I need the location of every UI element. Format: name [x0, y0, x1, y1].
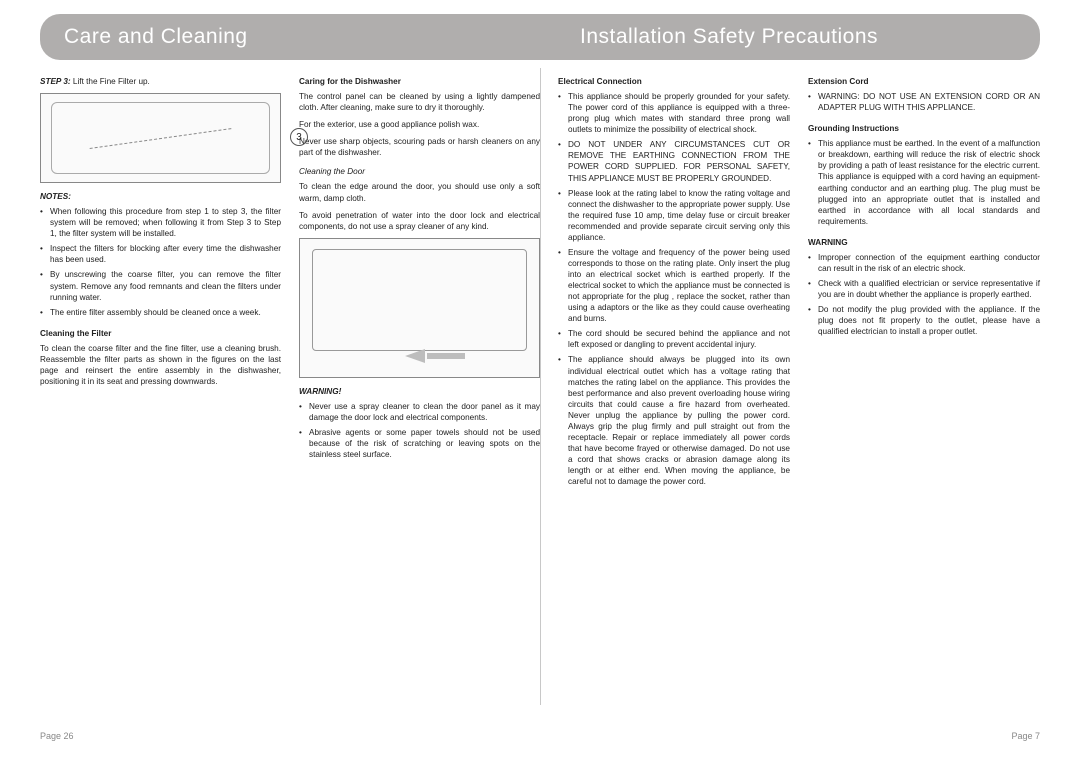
page-left: STEP 3: Lift the Fine Filter up. 3 NOTES… — [40, 76, 540, 495]
warning2-heading: WARNING — [808, 237, 1040, 248]
cleaning-filter-body: To clean the coarse filter and the fine … — [40, 343, 281, 387]
list-item: Improper connection of the equipment ear… — [808, 252, 1040, 274]
list-item: The entire filter assembly should be cle… — [40, 307, 281, 318]
extension-cord-heading: Extension Cord — [808, 76, 1040, 87]
list-item: Check with a qualified electrician or se… — [808, 278, 1040, 300]
warning-heading: WARNING! — [299, 386, 540, 397]
list-item: DO NOT UNDER ANY CIRCUMSTANCES CUT OR RE… — [558, 139, 790, 183]
list-item: By unscrewing the coarse filter, you can… — [40, 269, 281, 302]
cleaning-filter-heading: Cleaning the Filter — [40, 328, 281, 339]
list-item: The appliance should always be plugged i… — [558, 354, 790, 487]
caring-p3: Never use sharp objects, scouring pads o… — [299, 136, 540, 158]
warning2-list: Improper connection of the equipment ear… — [808, 252, 1040, 337]
header-bar: Care and Cleaning Installation Safety Pr… — [40, 14, 1040, 60]
page-number-left: Page 26 — [40, 731, 74, 741]
left-col1: STEP 3: Lift the Fine Filter up. 3 NOTES… — [40, 76, 281, 468]
circle-3-icon: 3 — [290, 128, 308, 146]
clean-door-heading: Cleaning the Door — [299, 166, 540, 177]
caring-heading: Caring for the Dishwasher — [299, 76, 540, 87]
page-wrap: STEP 3: Lift the Fine Filter up. 3 NOTES… — [40, 76, 1040, 495]
step3: STEP 3: Lift the Fine Filter up. — [40, 76, 281, 87]
list-item: Ensure the voltage and frequency of the … — [558, 247, 790, 324]
grounding-list: This appliance must be earthed. In the e… — [808, 138, 1040, 227]
list-item: This appliance must be earthed. In the e… — [808, 138, 1040, 227]
right-col2: Extension Cord WARNING: DO NOT USE AN EX… — [808, 76, 1040, 495]
caring-p2: For the exterior, use a good appliance p… — [299, 119, 540, 130]
list-item: When following this procedure from step … — [40, 206, 281, 239]
list-item: Abrasive agents or some paper towels sho… — [299, 427, 540, 460]
list-item: The cord should be secured behind the ap… — [558, 328, 790, 350]
grounding-heading: Grounding Instructions — [808, 123, 1040, 134]
page-number-right: Page 7 — [1011, 731, 1040, 741]
extension-list: WARNING: DO NOT USE AN EXTENSION CORD OR… — [808, 91, 1040, 113]
electrical-list: This appliance should be properly ground… — [558, 91, 790, 487]
warning-list: Never use a spray cleaner to clean the d… — [299, 401, 540, 460]
list-item: Inspect the filters for blocking after e… — [40, 243, 281, 265]
right-col1: Electrical Connection This appliance sho… — [558, 76, 790, 495]
clean-door-p1: To clean the edge around the door, you s… — [299, 181, 540, 203]
list-item: This appliance should be properly ground… — [558, 91, 790, 135]
clean-door-p2: To avoid penetration of water into the d… — [299, 210, 540, 232]
notes-heading: NOTES: — [40, 191, 281, 202]
filter-diagram: 3 — [40, 93, 281, 183]
list-item: Please look at the rating label to know … — [558, 188, 790, 243]
list-item: Do not modify the plug provided with the… — [808, 304, 1040, 337]
notes-list: When following this procedure from step … — [40, 206, 281, 318]
left-col2: Caring for the Dishwasher The control pa… — [299, 76, 540, 468]
list-item: WARNING: DO NOT USE AN EXTENSION CORD OR… — [808, 91, 1040, 113]
door-diagram — [299, 238, 540, 378]
header-left-title: Care and Cleaning — [64, 25, 248, 49]
page-right: Electrical Connection This appliance sho… — [540, 76, 1040, 495]
header-right-title: Installation Safety Precautions — [580, 25, 878, 49]
electrical-heading: Electrical Connection — [558, 76, 790, 87]
caring-p1: The control panel can be cleaned by usin… — [299, 91, 540, 113]
list-item: Never use a spray cleaner to clean the d… — [299, 401, 540, 423]
